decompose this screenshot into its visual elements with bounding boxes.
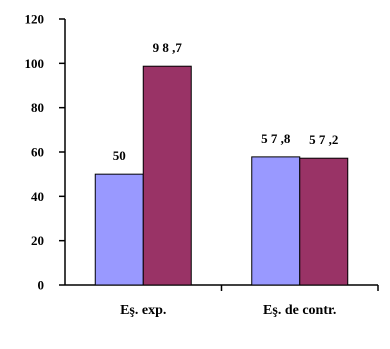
bar (94, 173, 144, 286)
x-category-label: Eş. exp. (120, 303, 166, 318)
y-axis: 0 20 40 60 80 100 120 (25, 12, 66, 293)
data-label: 5 7 ,2 (309, 132, 338, 147)
bars (94, 65, 349, 286)
data-label: 50 (113, 148, 126, 163)
bar (251, 156, 301, 286)
y-tick-label: 100 (25, 56, 45, 71)
y-tick-label: 80 (31, 100, 44, 115)
bar (299, 157, 349, 286)
y-tick-label: 120 (25, 12, 45, 27)
y-tick-label: 0 (38, 278, 45, 293)
x-axis: Eş. exp. Eş. de contr. (65, 284, 379, 318)
y-tick-label: 20 (31, 233, 44, 248)
y-tick-label: 60 (31, 145, 44, 160)
bar (142, 65, 192, 286)
y-tick-label: 40 (31, 189, 44, 204)
data-labels: 50 9 8 ,7 5 7 ,8 5 7 ,2 (113, 40, 339, 163)
data-label: 5 7 ,8 (261, 131, 291, 146)
x-category-label: Eş. de contr. (263, 303, 336, 318)
data-label: 9 8 ,7 (153, 40, 183, 55)
